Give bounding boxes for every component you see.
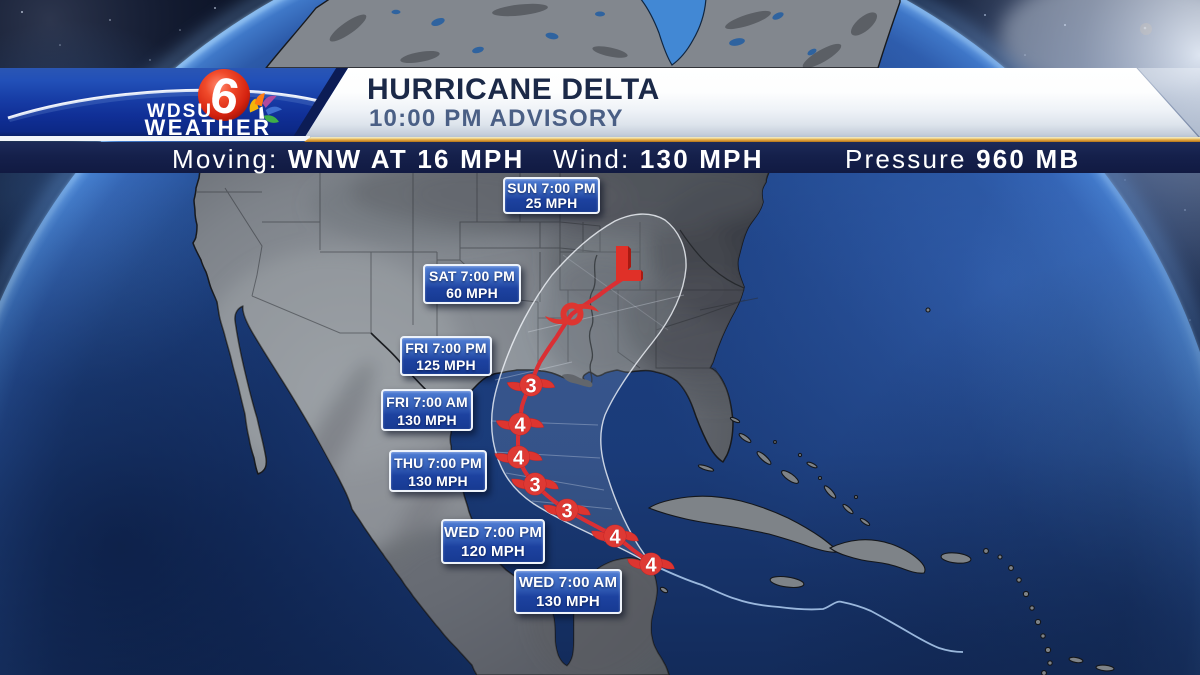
svg-text:WEATHER: WEATHER — [144, 115, 271, 137]
svg-text:4: 4 — [513, 448, 525, 470]
svg-text:4: 4 — [609, 527, 621, 549]
svg-text:3: 3 — [525, 376, 536, 398]
svg-text:3: 3 — [529, 475, 540, 497]
svg-text:4: 4 — [645, 555, 657, 577]
svg-text:4: 4 — [514, 415, 526, 437]
svg-text:WDSU: WDSU — [147, 101, 213, 122]
svg-text:3: 3 — [561, 501, 572, 523]
